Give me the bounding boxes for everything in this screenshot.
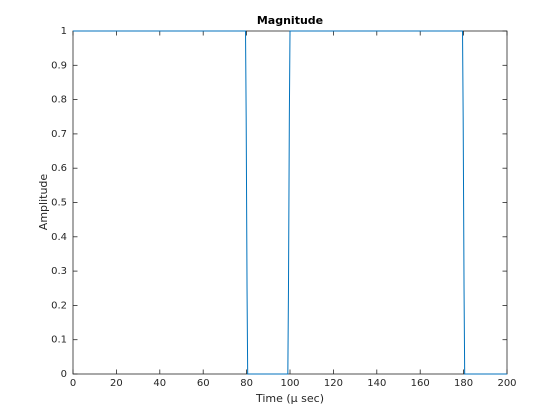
y-tick-label: 0.9 (51, 60, 67, 71)
x-tick-label: 120 (324, 378, 343, 389)
chart-title: Magnitude (257, 14, 323, 27)
y-tick-label: 0.8 (51, 95, 67, 106)
y-tick-label: 0.5 (51, 198, 67, 209)
y-tick-label: 0.3 (51, 266, 67, 277)
x-tick-label: 160 (411, 378, 430, 389)
y-tick-label: 0.2 (51, 300, 67, 311)
y-axis-label: Amplitude (37, 174, 50, 231)
x-tick-label: 40 (153, 378, 166, 389)
x-tick-label: 80 (240, 378, 253, 389)
x-tick-label: 60 (197, 378, 210, 389)
x-tick-label: 20 (110, 378, 123, 389)
y-tick-label: 1 (61, 26, 67, 37)
x-axis-label: Time (μ sec) (255, 392, 324, 405)
x-tick-label: 100 (280, 378, 299, 389)
y-tick-label: 0.1 (51, 335, 67, 346)
x-tick-label: 140 (367, 378, 386, 389)
x-tick-label: 0 (70, 378, 76, 389)
y-tick-label: 0 (61, 369, 67, 380)
line (73, 30, 507, 375)
x-tick-label: 200 (497, 378, 516, 389)
y-tick-label: 0.6 (51, 163, 67, 174)
y-tick-label: 0.7 (51, 129, 67, 140)
y-tick-label: 0.4 (51, 232, 67, 243)
x-tick-label: 180 (454, 378, 473, 389)
